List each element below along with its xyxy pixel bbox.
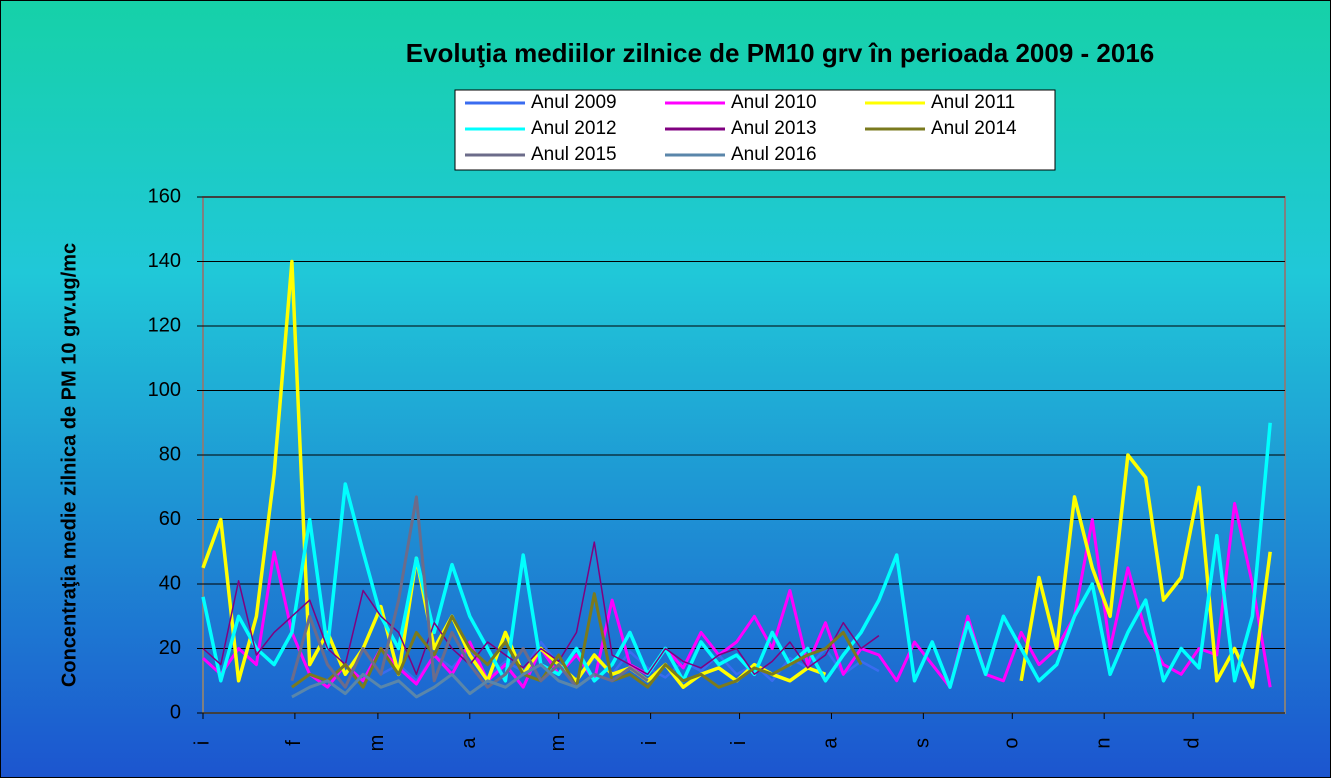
x-tick-label: a [820,737,842,749]
y-tick-label: 40 [159,572,181,594]
x-tick-label: n [1092,737,1114,748]
legend-label: Anul 2010 [731,92,817,113]
series-line [291,663,596,699]
legend-box [454,89,1056,171]
y-tick-label: 80 [159,443,181,465]
legend-label: Anul 2012 [531,118,617,139]
y-tick-label: 140 [148,250,181,272]
x-tick-label: i [728,741,750,745]
series-line [201,259,1272,689]
legend-label: Anul 2014 [931,118,1017,139]
x-tick-label: f [283,740,305,746]
x-tick-label: m [366,735,388,752]
x-tick-label: a [458,737,480,749]
y-tick-label: 20 [159,637,181,659]
y-tick-label: 60 [159,508,181,530]
legend-label: Anul 2015 [531,144,617,165]
y-tick-label: 0 [170,701,181,723]
legend-label: Anul 2013 [731,118,817,139]
legend-label: Anul 2009 [531,92,617,113]
x-tick-label: d [1181,737,1203,748]
legend-label: Anul 2016 [731,144,817,165]
legend-label: Anul 2011 [931,92,1015,113]
y-axis-label: Concentraţia medie zilnica de PM 10 grv.… [58,243,80,687]
chart-title: Evoluţia mediilor zilnice de PM10 grv în… [406,38,1155,68]
y-tick-label: 100 [148,379,181,401]
series-line [202,541,880,676]
x-tick-label: i [191,741,213,745]
x-tick-label: o [1001,737,1023,748]
x-tick-label: m [547,735,569,752]
y-tick-label: 120 [148,314,181,336]
y-tick-label: 160 [148,185,181,207]
x-tick-label: s [912,738,934,748]
x-tick-label: i [639,741,661,745]
